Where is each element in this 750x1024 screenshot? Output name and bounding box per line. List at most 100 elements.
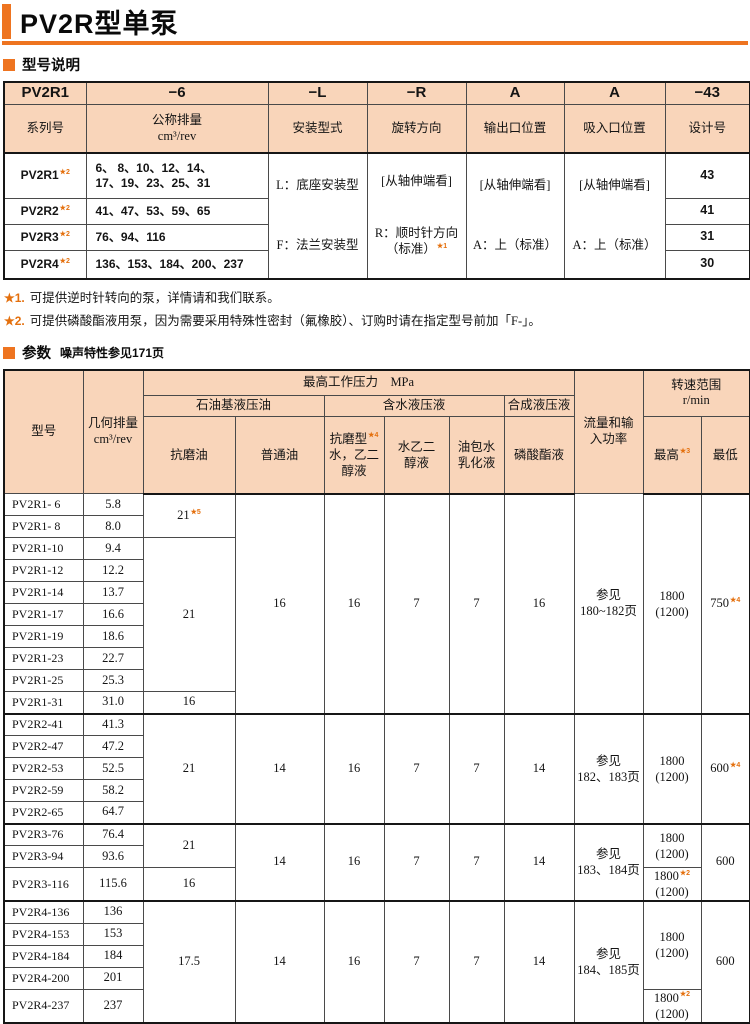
view-note: [从轴伸端看] — [381, 174, 452, 189]
label-line: cm³/rev — [157, 128, 197, 143]
ref-line: 参见 — [595, 588, 621, 603]
phosphate-cell: 16 — [503, 493, 575, 714]
series-cell: PV2R4★2 — [3, 249, 87, 280]
col-antiwear-glycol: 抗磨型★4 水，乙二 醇液 — [323, 415, 385, 495]
head-line: 流量和输 — [583, 416, 634, 431]
max-speed-cell: 1800★2 (1200) — [642, 867, 702, 902]
param-row: PV2R1-19 18.6 — [3, 625, 750, 648]
design-number: 41 — [664, 197, 750, 225]
max-speed-cell: 1800 (1200) — [642, 822, 702, 868]
series-row-pv2r2: PV2R2★2 41、47、53、59、65 41 — [3, 197, 750, 225]
col-water-glycol: 水乙二 醇液 — [383, 415, 450, 495]
series-row-pv2r3: PV2R3★2 76、94、116 31 — [3, 223, 750, 251]
min-speed-cell: 600★4 — [700, 712, 750, 824]
series-cell: PV2R2★2 — [3, 197, 87, 225]
speed-line: 1800 — [659, 930, 685, 945]
disp-cell: 8.0 — [82, 515, 144, 538]
col-group-speed-range: 转速范围 r/min — [642, 369, 750, 417]
series-name: PV2R4 — [20, 256, 59, 271]
ref-line: 184、185页 — [577, 962, 640, 977]
antiwear-oil-cell: 21 — [142, 822, 236, 868]
water-glycol-cell: 7 — [383, 822, 450, 902]
param-header-row-3: 抗磨油 普通油 抗磨型★4 水，乙二 醇液 水乙二 醇液 油包水 乳化液 磷酸酯… — [4, 415, 750, 495]
parameters-table: 型号 几何排量 cm³/rev 最高工作压力 MPa 流量和输 入功率 转速范围… — [3, 369, 750, 1024]
speed-line: 1800 — [659, 588, 685, 603]
model-cell: PV2R4-200 — [3, 966, 84, 990]
min-speed-cell: 600 — [700, 822, 750, 902]
rot-std: （标准） — [385, 242, 436, 257]
antiwear-oil-cell: 21 — [142, 537, 236, 692]
mount-option: L：底座安装型 — [276, 178, 359, 193]
water-glycol-cell: 7 — [383, 493, 450, 714]
ref-line: 参见 — [595, 847, 621, 862]
code-series: PV2R1 — [3, 81, 87, 105]
speed-line: (1200) — [655, 604, 689, 619]
head-line: 油包水 — [457, 439, 496, 454]
ref-line: 参见 — [595, 946, 621, 961]
col-group-water: 含水液压液 — [323, 394, 505, 417]
head-line: 乳化液 — [457, 455, 496, 470]
speed-line: (1200) — [655, 885, 689, 899]
rot-line: （标准）★1 — [368, 242, 465, 258]
antiwear-glycol-cell: 16 — [323, 493, 385, 714]
model-cell: PV2R3-94 — [3, 845, 84, 868]
disp-cell: 13.7 — [82, 581, 144, 604]
disp-cell: 201 — [82, 966, 144, 990]
flow-ref-cell: 参见 180~182页 — [573, 493, 644, 714]
speed-line: 1800★2 — [644, 990, 700, 1006]
disp-cell: 22.7 — [82, 647, 144, 670]
model-cell: PV2R1-19 — [3, 625, 84, 648]
speed-line: (1200) — [655, 846, 689, 861]
disp-cell: 93.6 — [82, 845, 144, 868]
model-cell: PV2R1- 8 — [3, 515, 84, 538]
normal-oil-cell: 14 — [234, 900, 325, 1023]
disp-cell: 41.3 — [82, 712, 144, 736]
param-row: PV2R4-184 184 — [3, 944, 750, 968]
param-row: PV2R1- 6 5.8 21★5 16 16 7 7 16 参见 180~18… — [3, 493, 750, 714]
model-designation-table: PV2R1 −6 −L −R A A −43 系列号 公称排量 cm³/rev … — [3, 81, 750, 280]
design-number: 31 — [664, 223, 750, 251]
water-in-oil-cell: 7 — [448, 900, 505, 1023]
section-model-designation: 型号说明 — [3, 54, 748, 75]
displacement-list: 6、 8、10、12、14、 17、19、23、25、31 — [85, 152, 269, 199]
footnote-text: 可提供磷酸酯液用泵，因为需要采用特殊性密封（氟橡胶）、订购时请在指定型号前加「F… — [29, 314, 541, 328]
footnote-mark: ★2 — [59, 204, 70, 212]
speed-line: 1800 — [659, 830, 685, 845]
normal-oil-cell: 14 — [234, 822, 325, 902]
value: 1800 — [653, 990, 679, 1005]
title-rule — [2, 41, 748, 45]
head-line: 转速范围 — [671, 377, 722, 392]
head-line: cm³/rev — [93, 432, 133, 446]
param-row: PV2R2-41 41.3 21 14 16 7 7 14 参见 182、183… — [3, 712, 750, 824]
disp-cell: 31.0 — [82, 691, 144, 714]
antiwear-oil-cell: 16 — [142, 691, 236, 714]
page-title: PV2R型单泵 — [20, 9, 179, 39]
phosphate-cell: 14 — [503, 900, 575, 1023]
label-rotation: 旋转方向 — [366, 104, 467, 154]
col-normal-oil: 普通油 — [234, 415, 325, 495]
phosphate-cell: 14 — [503, 822, 575, 902]
code-mounting: −L — [267, 81, 368, 105]
param-row: PV2R1-25 25.3 — [3, 669, 750, 692]
speed-line: (1200) — [655, 1006, 689, 1021]
model-cell: PV2R1-14 — [3, 581, 84, 604]
footnote-mark: ★2 — [59, 257, 70, 265]
label-displacement: 公称排量 cm³/rev — [85, 104, 269, 154]
model-cell: PV2R3-76 — [3, 822, 84, 846]
model-cell: PV2R1-25 — [3, 669, 84, 692]
displacement-list: 41、47、53、59、65 — [85, 197, 269, 225]
footnotes: ★1. 可提供逆时针转向的泵，详情请和我们联系。 ★2. 可提供磷酸酯液用泵，因为需… — [4, 287, 748, 333]
disp-line: 17、19、23、25、31 — [95, 175, 211, 190]
head-line: 水，乙二 — [328, 447, 379, 462]
speed-line: (1200) — [655, 946, 689, 961]
head-text: 抗磨型 — [329, 431, 368, 446]
mount-option: F：法兰安装型 — [276, 238, 359, 253]
disp-cell: 76.4 — [82, 822, 144, 846]
speed-line: 1800★2 — [644, 868, 700, 884]
min-speed-cell: 600 — [700, 900, 750, 1023]
stack: [从轴伸端看] A：上（标准） — [565, 156, 664, 276]
model-cell: PV2R4-153 — [3, 922, 84, 946]
footnote-mark: ★4 — [730, 596, 741, 604]
param-row: PV2R2-59 58.2 — [3, 779, 750, 802]
